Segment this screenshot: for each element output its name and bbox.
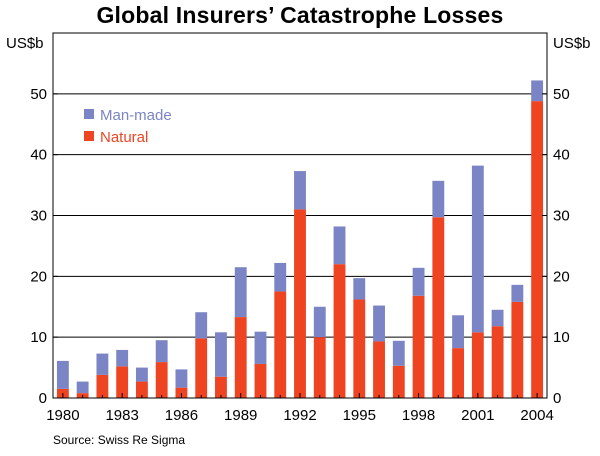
- legend-swatch-man-made: [84, 109, 94, 119]
- x-tick-label: 1986: [165, 407, 198, 424]
- bar-man-made-1988: [215, 332, 227, 377]
- legend-label-man-made: Man-made: [100, 107, 172, 124]
- bar-natural-2004: [531, 101, 544, 398]
- bar-natural-1996: [373, 341, 385, 398]
- x-tick-label: 2001: [461, 407, 494, 424]
- bar-man-made-1987: [195, 312, 208, 339]
- y-unit-left: US$b: [6, 35, 44, 52]
- bar-natural-1982: [96, 374, 109, 398]
- source-note: Source: Swiss Re Sigma: [53, 433, 186, 447]
- x-tick-label: 1992: [283, 407, 316, 424]
- bar-man-made-1989: [234, 267, 247, 318]
- bar-man-made-1983: [116, 349, 129, 367]
- y-tick-label-left: 0: [39, 390, 47, 407]
- x-tick-label: 1998: [402, 407, 435, 424]
- bar-man-made-1982: [96, 353, 109, 375]
- y-unit-right: US$b: [553, 35, 591, 52]
- x-tick-label: 1980: [46, 407, 79, 424]
- bar-natural-2000: [452, 348, 465, 398]
- bar-man-made-1992: [294, 171, 306, 210]
- bar-man-made-1994: [333, 226, 346, 265]
- y-tick-label-left: 10: [30, 329, 47, 346]
- bar-man-made-1981: [76, 381, 89, 394]
- bar-man-made-2001: [471, 165, 484, 333]
- bar-natural-1986: [175, 387, 188, 398]
- bar-man-made-2003: [511, 284, 524, 302]
- bar-man-made-1980: [56, 360, 69, 389]
- y-tick-label-right: 30: [553, 208, 570, 225]
- y-tick-label-right: 0: [553, 390, 561, 407]
- bar-natural-1992: [294, 209, 306, 398]
- bar-natural-1997: [392, 365, 405, 398]
- y-tick-label-left: 20: [30, 268, 47, 285]
- x-tick-label: 1989: [224, 407, 257, 424]
- bar-natural-1989: [234, 317, 247, 398]
- chart-title: Global Insurers’ Catastrophe Losses: [96, 2, 504, 28]
- bar-man-made-1995: [353, 278, 366, 300]
- bar-man-made-1986: [175, 369, 188, 388]
- bars: [56, 80, 544, 398]
- bar-natural-1993: [313, 337, 326, 398]
- legend: Man-made Natural: [84, 107, 172, 146]
- y-tick-label-left: 50: [30, 86, 47, 103]
- bar-man-made-1993: [313, 306, 326, 338]
- bar-man-made-1998: [412, 267, 425, 296]
- bar-man-made-1991: [274, 262, 287, 292]
- y-tick-label-left: 30: [30, 208, 47, 225]
- bar-natural-1995: [353, 299, 366, 398]
- bar-natural-2003: [511, 301, 524, 398]
- bar-natural-1998: [412, 295, 425, 398]
- bar-natural-1988: [215, 376, 227, 398]
- bar-man-made-1985: [155, 340, 168, 363]
- bar-natural-1994: [333, 264, 346, 398]
- bar-man-made-1997: [392, 340, 405, 366]
- legend-swatch-natural: [84, 131, 94, 141]
- bar-natural-2001: [471, 332, 484, 398]
- y-tick-label-right: 50: [553, 86, 570, 103]
- bar-man-made-1999: [432, 180, 445, 218]
- bar-man-made-2002: [491, 309, 504, 327]
- bar-man-made-1996: [373, 305, 385, 342]
- bar-man-made-2000: [452, 315, 465, 349]
- bar-natural-2002: [491, 326, 504, 398]
- bar-natural-1987: [195, 338, 208, 398]
- bar-natural-1983: [116, 366, 129, 398]
- y-tick-label-left: 40: [30, 147, 47, 164]
- legend-label-natural: Natural: [100, 129, 148, 146]
- y-tick-label-right: 20: [553, 268, 570, 285]
- bar-natural-1999: [432, 217, 445, 398]
- bar-man-made-1990: [254, 331, 267, 364]
- bar-natural-1991: [274, 291, 287, 398]
- x-tick-label: 1995: [343, 407, 376, 424]
- bar-man-made-1984: [135, 367, 148, 382]
- axis-ticks: 0 0 10 10 20 20 30 30 40 40 50 50 1980 1983 1986 1989 19…: [30, 86, 569, 424]
- x-tick-label: 2004: [520, 407, 553, 424]
- bar-natural-1984: [135, 381, 148, 398]
- bar-man-made-2004: [531, 80, 544, 102]
- x-tick-label: 1983: [105, 407, 138, 424]
- bar-natural-1985: [155, 362, 168, 398]
- bar-natural-1990: [254, 363, 267, 398]
- y-tick-label-right: 10: [553, 329, 570, 346]
- y-tick-label-right: 40: [553, 147, 570, 164]
